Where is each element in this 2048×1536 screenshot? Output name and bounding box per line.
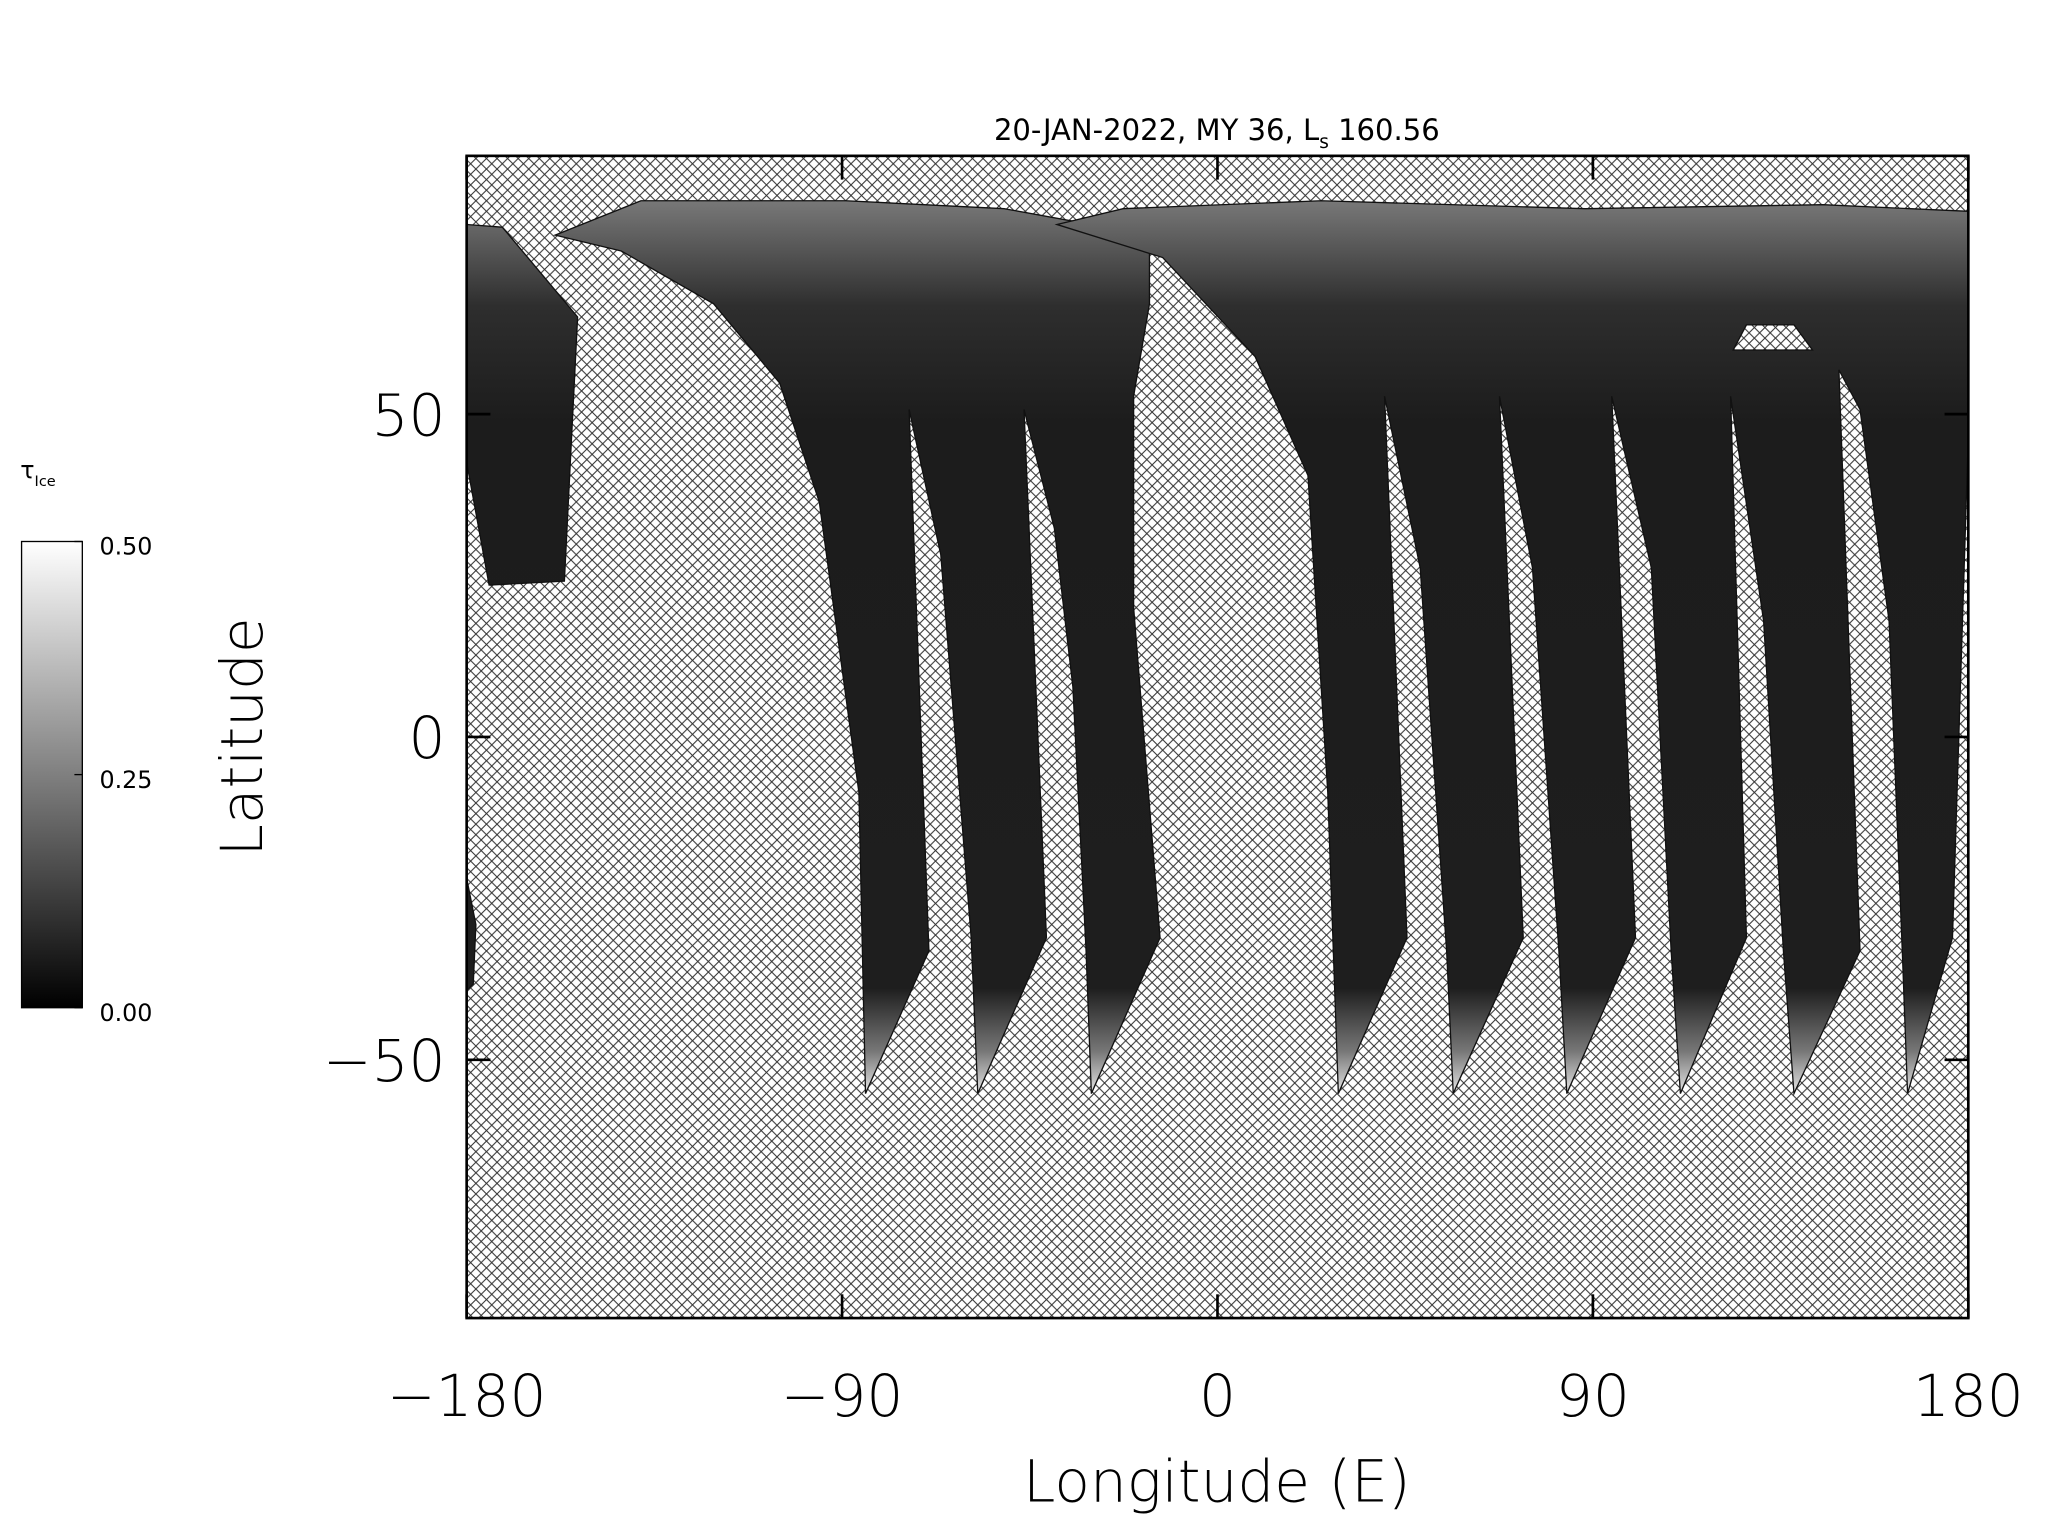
colorbar-tick-label: 0.00 xyxy=(99,999,152,1027)
y-tick-label: 50 xyxy=(372,381,446,449)
title-subscript: s xyxy=(1319,132,1329,153)
title-symbol: L xyxy=(1303,113,1320,147)
y-tick-label: 0 xyxy=(409,704,446,772)
x-tick-label: −180 xyxy=(387,1362,547,1430)
y-axis-label: Latitude xyxy=(208,617,276,856)
x-axis-label: Longitude (E) xyxy=(1023,1448,1411,1516)
missing-data xyxy=(1732,324,1814,351)
title-value: 160.56 xyxy=(1329,113,1440,147)
colorbar-label: τIce xyxy=(20,456,56,490)
colorbar-tick-label: 0.25 xyxy=(99,766,152,794)
chart-title: 20-JAN-2022, MY 36, Ls 160.56 xyxy=(994,113,1440,153)
x-tick-label: 0 xyxy=(1199,1362,1236,1430)
swath xyxy=(552,200,1161,1094)
x-tick-label: 90 xyxy=(1556,1362,1630,1430)
x-tick-label: 180 xyxy=(1913,1362,2024,1430)
y-tick-label: −50 xyxy=(323,1027,446,1095)
x-tick-label: −90 xyxy=(781,1362,904,1430)
swath xyxy=(1054,200,1969,1097)
colorbar xyxy=(20,540,83,1009)
swaths xyxy=(465,200,1969,1097)
colorbar-subscript: Ice xyxy=(35,474,56,490)
colorbar-symbol: τ xyxy=(20,456,34,484)
title-text: 20-JAN-2022, MY 36, xyxy=(994,113,1303,147)
colorbar-tick-label: 0.50 xyxy=(99,533,152,561)
